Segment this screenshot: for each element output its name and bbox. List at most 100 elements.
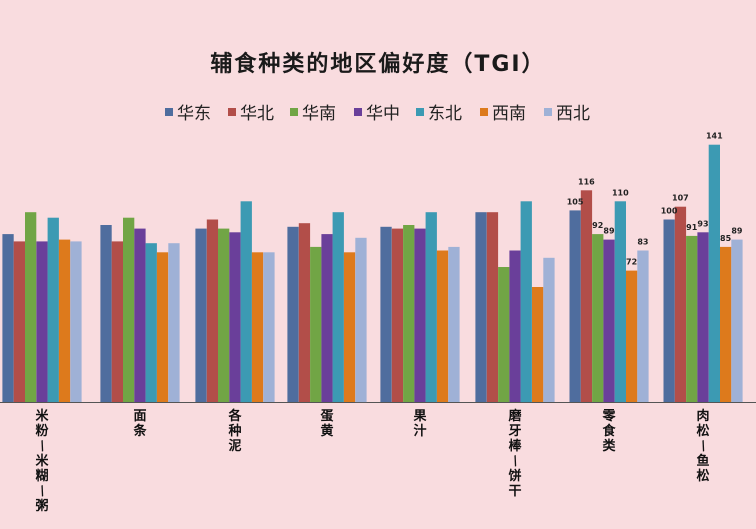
bar-西北-米粉/米糊/粥 bbox=[70, 241, 82, 402]
bar-西北-面条 bbox=[168, 243, 180, 402]
data-label-华北-肉松/鱼松: 107 bbox=[672, 194, 689, 203]
category-label-蛋黄-1: 黄 bbox=[320, 423, 333, 439]
bar-华南-磨牙棒/饼干 bbox=[498, 267, 510, 402]
bar-华北-肉松/鱼松 bbox=[674, 206, 687, 402]
bar-西南-磨牙棒/饼干 bbox=[532, 287, 544, 402]
data-label-华南-零食类: 92 bbox=[592, 221, 603, 230]
category-label-面条-0: 面 bbox=[133, 409, 146, 424]
bar-西南-果汁 bbox=[436, 250, 449, 402]
category-label-米粉/米糊/粥-4: 糊 bbox=[35, 468, 48, 484]
bar-华南-肉松/鱼松 bbox=[686, 235, 698, 402]
bar-华南-各种泥 bbox=[218, 228, 230, 402]
legend-swatch-华北 bbox=[228, 108, 236, 116]
chart-title: 辅食种类的地区偏好度（TGI） bbox=[210, 52, 546, 77]
data-label-西南-零食类: 72 bbox=[626, 258, 637, 267]
data-label-华中-零食类: 89 bbox=[603, 227, 615, 236]
legend-label-华东: 华东 bbox=[177, 104, 211, 124]
category-label-肉松/鱼松-2: / bbox=[699, 438, 709, 454]
bar-华东-面条 bbox=[100, 225, 112, 402]
category-label-磨牙棒/饼干-4: 饼 bbox=[508, 468, 521, 484]
legend-swatch-华中 bbox=[354, 108, 362, 116]
legend-label-华北: 华北 bbox=[240, 104, 274, 124]
bar-华北-零食类 bbox=[580, 190, 593, 402]
bar-西南-零食类 bbox=[626, 270, 638, 402]
category-label-肉松/鱼松-4: 松 bbox=[696, 468, 709, 484]
bar-华中-磨牙棒/饼干 bbox=[509, 250, 521, 402]
legend-label-西北: 西北 bbox=[556, 104, 590, 124]
data-label-西南-肉松/鱼松: 85 bbox=[720, 234, 732, 243]
category-label-米粉/米糊/粥-3: 米 bbox=[35, 453, 49, 469]
bar-西南-肉松/鱼松 bbox=[720, 246, 732, 402]
bar-华北-面条 bbox=[111, 241, 123, 402]
category-label-各种泥-1: 种 bbox=[227, 423, 241, 439]
bar-华东-磨牙棒/饼干 bbox=[475, 212, 487, 402]
category-label-磨牙棒/饼干-3: / bbox=[511, 453, 521, 469]
legend-swatch-西南 bbox=[480, 108, 488, 116]
data-label-华南-肉松/鱼松: 91 bbox=[686, 223, 698, 232]
category-label-肉松/鱼松-1: 松 bbox=[696, 423, 709, 439]
bar-华东-各种泥 bbox=[195, 228, 207, 402]
bar-西南-蛋黄 bbox=[343, 252, 356, 402]
category-label-米粉/米糊/粥-5: / bbox=[38, 483, 48, 499]
legend-swatch-华南 bbox=[290, 108, 298, 116]
bar-华中-米粉/米糊/粥 bbox=[36, 241, 48, 402]
bar-西南-面条 bbox=[156, 252, 169, 402]
category-label-米粉/米糊/粥-2: / bbox=[38, 438, 48, 454]
category-label-零食类-1: 食 bbox=[602, 423, 616, 439]
category-label-磨牙棒/饼干-5: 干 bbox=[508, 484, 521, 499]
category-label-肉松/鱼松-0: 肉 bbox=[696, 408, 709, 424]
bar-西北-蛋黄 bbox=[355, 237, 367, 403]
category-label-零食类-2: 类 bbox=[602, 438, 616, 454]
category-label-肉松/鱼松-3: 鱼 bbox=[696, 453, 709, 469]
bar-华中-蛋黄 bbox=[321, 234, 333, 402]
category-label-果汁-0: 果 bbox=[412, 409, 426, 424]
bar-华北-果汁 bbox=[391, 228, 404, 402]
legend-label-华南: 华南 bbox=[302, 104, 336, 124]
category-label-米粉/米糊/粥-6: 粥 bbox=[35, 498, 48, 514]
legend-label-东北: 东北 bbox=[428, 104, 462, 124]
bar-华东-米粉/米糊/粥 bbox=[2, 234, 14, 402]
bar-华中-零食类 bbox=[603, 239, 615, 402]
legend-label-西南: 西南 bbox=[492, 104, 526, 124]
category-label-各种泥-2: 泥 bbox=[228, 439, 241, 454]
bar-东北-磨牙棒/饼干 bbox=[520, 201, 532, 403]
bar-华中-肉松/鱼松 bbox=[697, 232, 709, 402]
bar-西北-各种泥 bbox=[263, 252, 275, 402]
category-label-果汁-1: 汁 bbox=[413, 423, 426, 439]
data-label-华中-肉松/鱼松: 93 bbox=[697, 219, 708, 228]
bar-华南-蛋黄 bbox=[310, 246, 322, 402]
bar-华中-各种泥 bbox=[229, 232, 241, 402]
category-label-零食类-0: 零 bbox=[601, 409, 616, 424]
category-label-米粉/米糊/粥-0: 米 bbox=[35, 408, 49, 424]
bar-华东-果汁 bbox=[380, 226, 392, 402]
data-label-东北-肉松/鱼松: 141 bbox=[706, 132, 723, 141]
data-label-华东-肉松/鱼松: 100 bbox=[661, 207, 678, 216]
bar-东北-果汁 bbox=[425, 212, 437, 402]
category-label-面条-1: 条 bbox=[133, 423, 147, 439]
bar-东北-米粉/米糊/粥 bbox=[47, 217, 59, 402]
bar-西南-米粉/米糊/粥 bbox=[58, 239, 71, 402]
bar-西北-果汁 bbox=[448, 246, 460, 402]
legend-swatch-华东 bbox=[165, 108, 173, 116]
bar-东北-蛋黄 bbox=[332, 212, 344, 402]
category-label-磨牙棒/饼干-2: 棒 bbox=[508, 438, 522, 454]
category-label-磨牙棒/饼干-1: 牙 bbox=[508, 424, 521, 439]
bar-西北-零食类 bbox=[637, 250, 649, 402]
bar-华东-肉松/鱼松 bbox=[663, 219, 675, 402]
bar-西北-肉松/鱼松 bbox=[731, 239, 743, 402]
bar-西南-各种泥 bbox=[251, 252, 264, 402]
bar-东北-肉松/鱼松 bbox=[708, 144, 720, 402]
data-label-华东-零食类: 105 bbox=[567, 197, 584, 206]
bar-华北-米粉/米糊/粥 bbox=[13, 241, 25, 402]
bar-华南-零食类 bbox=[592, 234, 604, 402]
bar-华东-零食类 bbox=[569, 210, 581, 402]
bar-华南-米粉/米糊/粥 bbox=[25, 212, 37, 402]
bar-华南-面条 bbox=[123, 217, 135, 402]
bar-华中-面条 bbox=[134, 228, 146, 402]
bar-东北-各种泥 bbox=[240, 201, 252, 403]
category-label-米粉/米糊/粥-1: 粉 bbox=[35, 423, 48, 439]
bar-西北-磨牙棒/饼干 bbox=[543, 257, 555, 402]
data-label-西北-零食类: 83 bbox=[637, 238, 648, 247]
category-label-蛋黄-0: 蛋 bbox=[320, 409, 333, 424]
